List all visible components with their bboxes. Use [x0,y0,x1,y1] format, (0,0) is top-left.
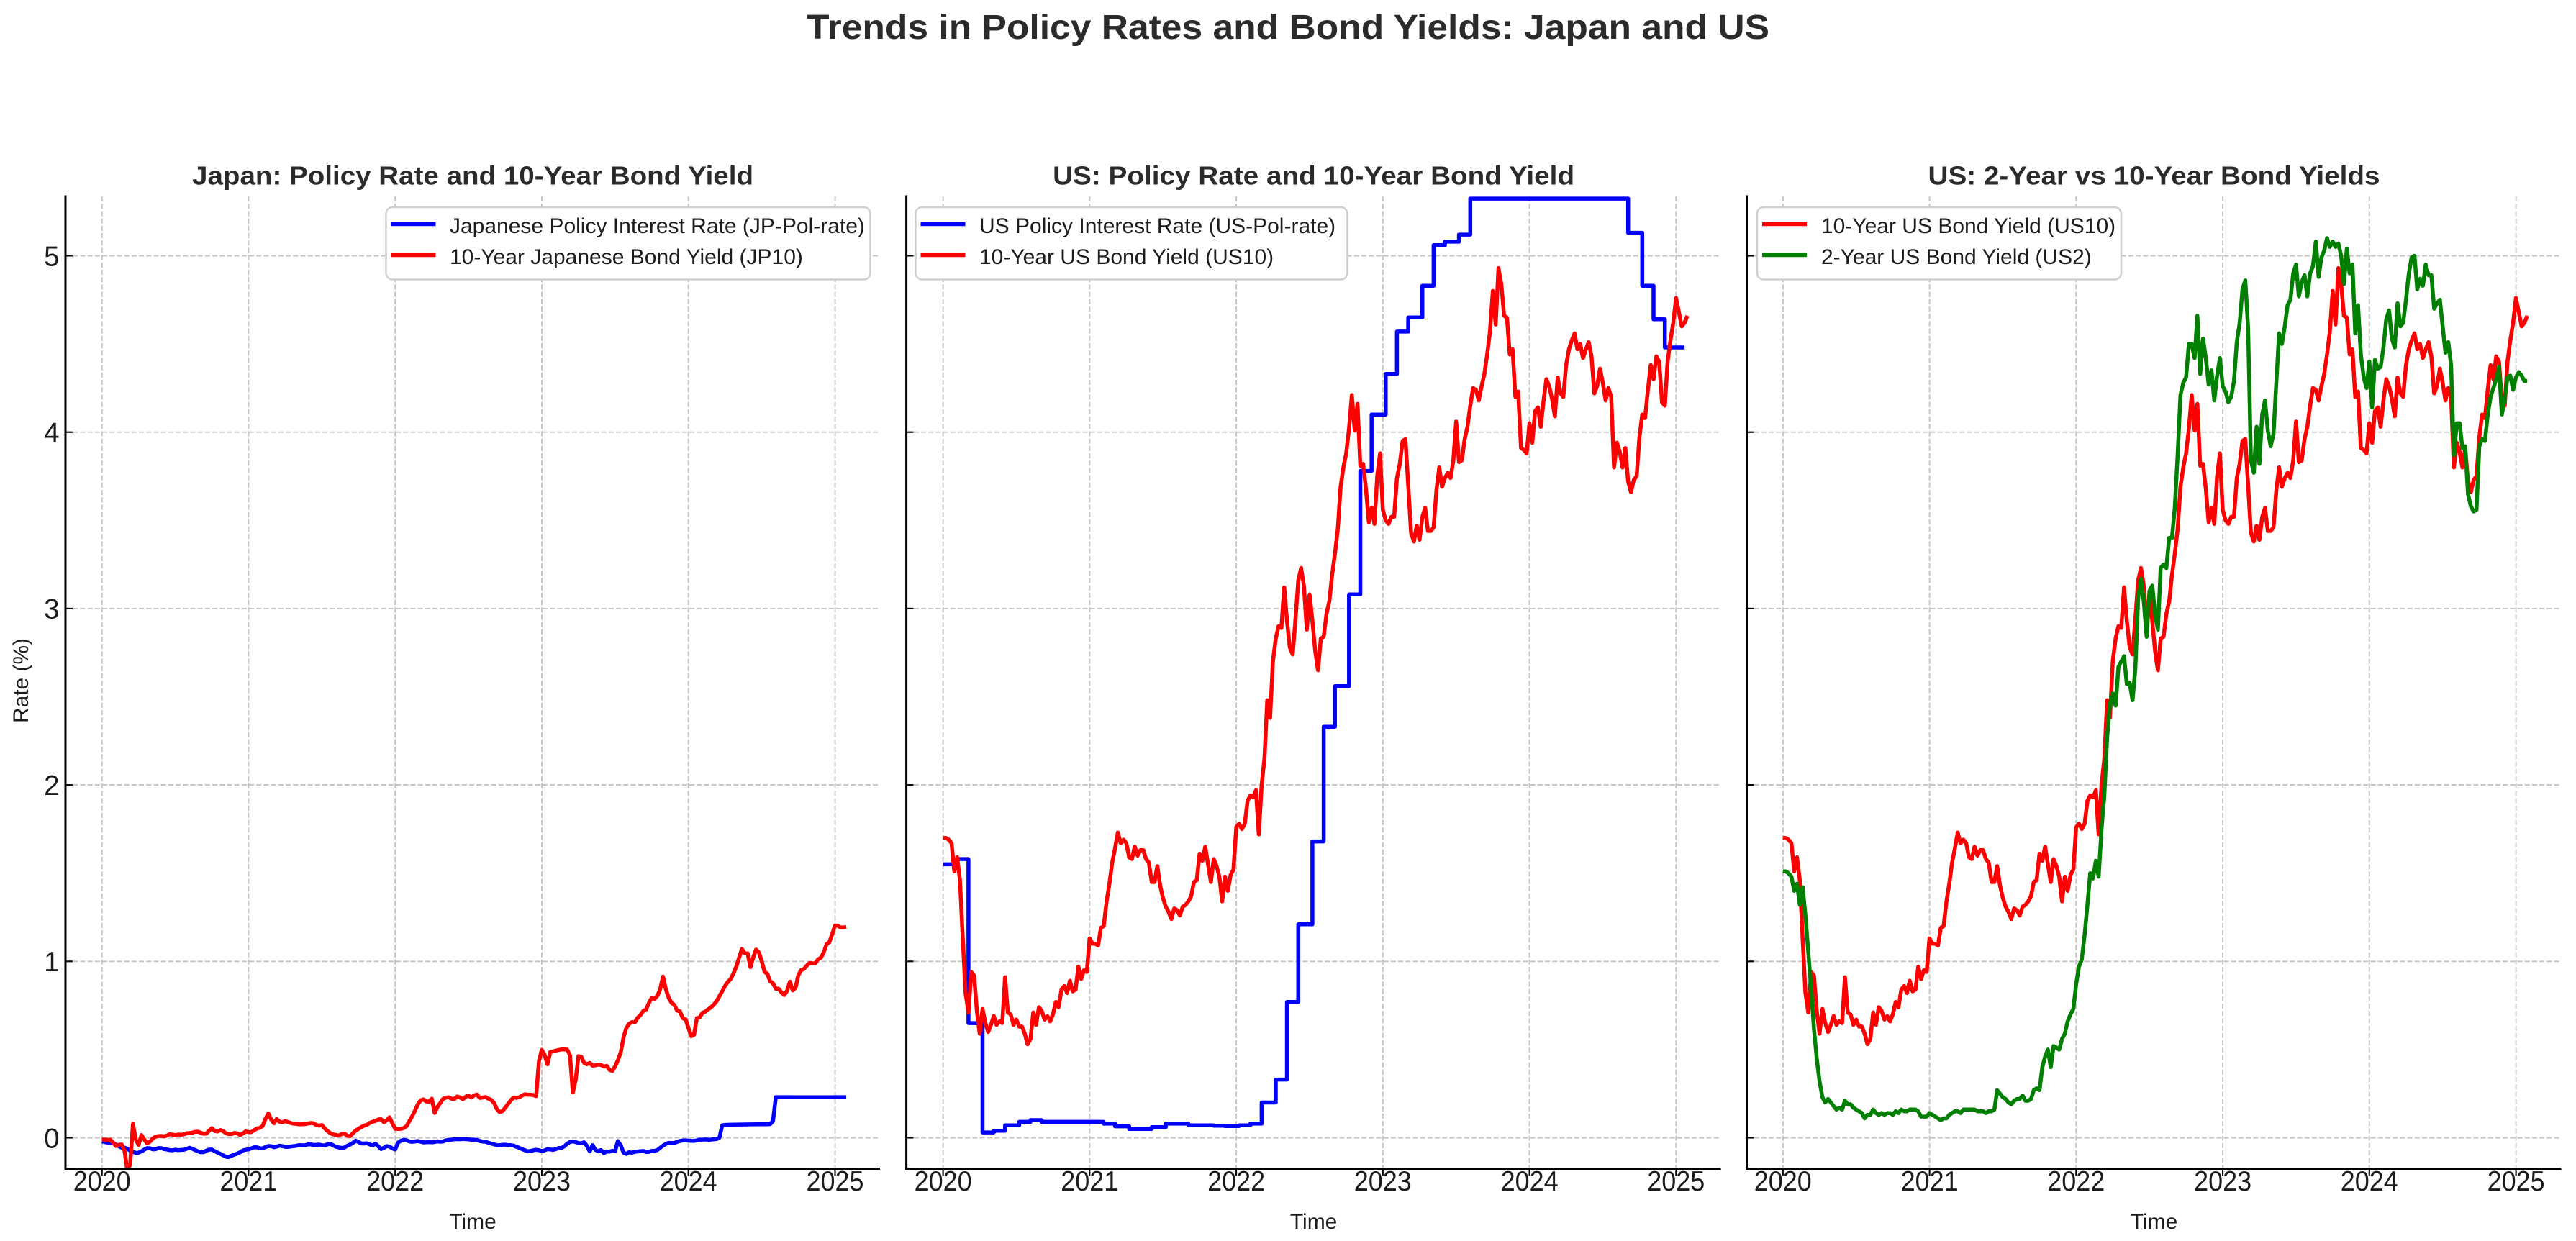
svg-text:2-Year US Bond Yield (US2): 2-Year US Bond Yield (US2) [1821,245,2092,269]
svg-text:3: 3 [44,594,59,625]
svg-text:Trends in Policy Rates and Bon: Trends in Policy Rates and Bond Yields: … [807,9,1769,47]
svg-text:2023: 2023 [513,1166,571,1197]
svg-text:2022: 2022 [1207,1166,1265,1197]
svg-text:2025: 2025 [1647,1166,1705,1197]
svg-text:5: 5 [44,241,59,272]
svg-text:2: 2 [44,770,59,801]
svg-text:Time: Time [2131,1210,2178,1234]
svg-text:2021: 2021 [1901,1166,1959,1197]
svg-text:0: 0 [44,1123,59,1154]
svg-text:2021: 2021 [1061,1166,1118,1197]
svg-text:10-Year Japanese Bond Yield (J: 10-Year Japanese Bond Yield (JP10) [450,245,803,269]
svg-text:Japan: Policy Rate and 10-Year: Japan: Policy Rate and 10-Year Bond Yiel… [192,161,753,191]
svg-text:10-Year US Bond Yield (US10): 10-Year US Bond Yield (US10) [1821,214,2115,238]
svg-text:2022: 2022 [366,1166,424,1197]
svg-text:US: 2-Year vs 10-Year Bond Yie: US: 2-Year vs 10-Year Bond Yields [1928,161,2380,191]
svg-text:US Policy Interest Rate (US-Po: US Policy Interest Rate (US-Pol-rate) [979,214,1335,238]
svg-text:2020: 2020 [1754,1166,1812,1197]
svg-text:1: 1 [44,947,59,978]
svg-text:2024: 2024 [2341,1166,2398,1197]
svg-text:Japanese Policy Interest Rate: Japanese Policy Interest Rate (JP-Pol-ra… [450,214,865,238]
svg-text:2025: 2025 [807,1166,864,1197]
svg-text:Rate (%): Rate (%) [9,638,33,723]
svg-text:10-Year US Bond Yield (US10): 10-Year US Bond Yield (US10) [979,245,1274,269]
svg-text:2020: 2020 [73,1166,131,1197]
svg-text:Time: Time [449,1210,496,1234]
svg-text:2025: 2025 [2487,1166,2545,1197]
svg-text:4: 4 [44,418,59,449]
svg-text:US: Policy Rate and 10-Year Bo: US: Policy Rate and 10-Year Bond Yield [1053,161,1574,191]
svg-text:2020: 2020 [915,1166,972,1197]
svg-text:2024: 2024 [1501,1166,1559,1197]
svg-text:2021: 2021 [219,1166,277,1197]
svg-text:2023: 2023 [2194,1166,2251,1197]
svg-text:2022: 2022 [2047,1166,2105,1197]
svg-text:Time: Time [1290,1210,1338,1234]
svg-text:2023: 2023 [1354,1166,1412,1197]
svg-text:2024: 2024 [660,1166,717,1197]
